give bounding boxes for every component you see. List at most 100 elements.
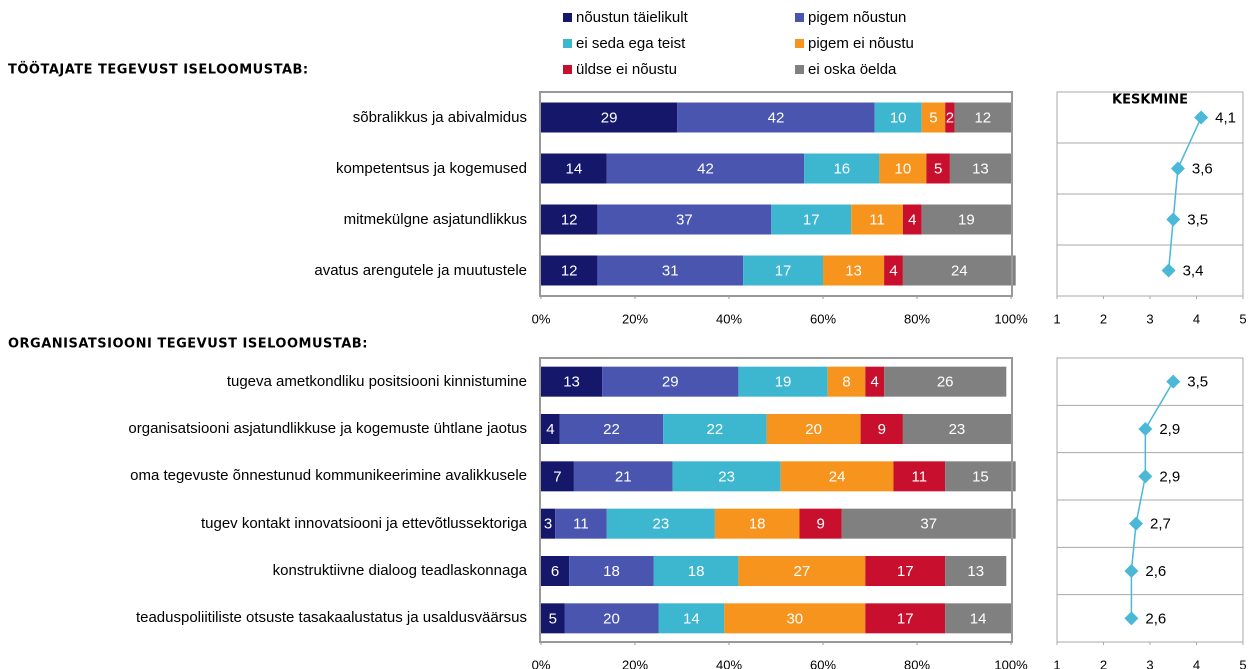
bar-segment bbox=[766, 414, 861, 444]
bar-value-label: 3 bbox=[544, 516, 552, 533]
category-label: teaduspoliitiliste otsuste tasakaalustat… bbox=[135, 609, 527, 627]
mean-label: 2,9 bbox=[1159, 468, 1180, 485]
x-tick-label: 3 bbox=[1146, 311, 1153, 326]
bar-segment bbox=[663, 414, 767, 444]
bar-value-label: 10 bbox=[890, 109, 907, 126]
category-label: organisatsiooni asjatundlikkuse ja kogem… bbox=[128, 420, 527, 437]
mean-marker bbox=[1129, 516, 1144, 531]
bar-value-label: 11 bbox=[573, 516, 589, 533]
mean-marker bbox=[1124, 564, 1139, 578]
category-label: tugeva ametkondliku positsiooni kinnistu… bbox=[226, 372, 527, 390]
x-tick-label: 1 bbox=[1053, 657, 1060, 669]
bar-segment bbox=[949, 153, 1011, 184]
section-title: ORGANISATSIOONI TEGEVUST ISELOOMUSTAB: bbox=[8, 337, 368, 352]
bar-value-label: 12 bbox=[974, 109, 991, 126]
bar-segment bbox=[541, 366, 603, 397]
bar-value-label: 27 bbox=[794, 563, 811, 580]
bar-segment bbox=[677, 102, 875, 133]
bar-value-label: 13 bbox=[972, 160, 989, 177]
mean-marker bbox=[1138, 469, 1153, 484]
bar-segment bbox=[921, 102, 946, 133]
bar-segment bbox=[874, 102, 922, 133]
bar-value-label: 14 bbox=[970, 610, 987, 627]
mean-line bbox=[1130, 381, 1174, 619]
bar-segment bbox=[851, 204, 903, 235]
bar-value-label: 18 bbox=[603, 563, 620, 580]
bar-segment bbox=[569, 556, 654, 586]
category-label: konstruktiivne dialoog teadlaskonnaga bbox=[272, 562, 527, 579]
bar-segment bbox=[541, 255, 598, 286]
mean-marker bbox=[1170, 161, 1185, 176]
x-tick-label: 80% bbox=[904, 311, 930, 326]
bar-segment bbox=[606, 153, 805, 184]
bar-segment bbox=[559, 414, 664, 444]
x-tick-label: 5 bbox=[1239, 657, 1246, 669]
bar-segment bbox=[714, 508, 800, 539]
x-tick-label: 40% bbox=[716, 311, 742, 326]
bar-value-label: 16 bbox=[833, 160, 850, 177]
bar-value-label: 23 bbox=[653, 516, 670, 533]
x-tick-label: 2 bbox=[1100, 311, 1107, 326]
bar-value-label: 22 bbox=[707, 421, 724, 438]
x-tick-label: 60% bbox=[810, 657, 836, 669]
x-tick-label: 20% bbox=[622, 657, 648, 669]
plot-border bbox=[539, 91, 1013, 297]
bar-value-label: 12 bbox=[561, 211, 578, 228]
bar-segment bbox=[884, 366, 1007, 397]
bar-segment bbox=[653, 556, 739, 586]
bar-segment bbox=[902, 255, 1016, 286]
bar-value-label: 22 bbox=[603, 421, 620, 438]
bar-value-label: 37 bbox=[920, 516, 937, 533]
legend-label: ei seda ega teist bbox=[576, 35, 686, 52]
x-tick-label: 4 bbox=[1193, 657, 1200, 669]
bar-segment bbox=[865, 603, 946, 634]
bar-segment bbox=[865, 366, 885, 397]
x-tick-label: 4 bbox=[1193, 311, 1200, 326]
bar-segment bbox=[541, 102, 678, 133]
mean-label: 2,9 bbox=[1159, 421, 1180, 438]
bar-segment bbox=[606, 508, 715, 539]
bar-value-label: 23 bbox=[718, 468, 735, 485]
bar-segment bbox=[926, 153, 950, 184]
bar-value-label: 14 bbox=[683, 610, 700, 627]
legend-swatch bbox=[563, 65, 572, 74]
bar-value-label: 20 bbox=[805, 421, 822, 438]
mean-label: 3,6 bbox=[1192, 160, 1213, 177]
bar-value-label: 24 bbox=[951, 262, 968, 279]
bar-segment bbox=[597, 255, 744, 286]
mean-label: 2,7 bbox=[1150, 516, 1171, 533]
bar-value-label: 13 bbox=[845, 262, 862, 279]
bar-segment bbox=[860, 414, 903, 444]
bar-segment bbox=[841, 508, 1016, 539]
mean-marker bbox=[1166, 212, 1181, 227]
bar-value-label: 8 bbox=[842, 374, 850, 391]
bar-segment bbox=[879, 153, 927, 184]
bar-value-label: 5 bbox=[549, 610, 557, 627]
bar-segment bbox=[658, 603, 725, 634]
mean-label: 3,5 bbox=[1187, 374, 1208, 391]
bar-value-label: 29 bbox=[601, 109, 618, 126]
bar-segment bbox=[945, 603, 1011, 634]
mean-marker bbox=[1161, 263, 1176, 278]
bar-value-label: 4 bbox=[871, 374, 879, 391]
legend-swatch bbox=[795, 65, 804, 74]
bar-value-label: 37 bbox=[676, 211, 693, 228]
bar-value-label: 11 bbox=[869, 211, 885, 228]
bar-value-label: 18 bbox=[688, 563, 705, 580]
category-label: kompetentsus ja kogemused bbox=[336, 159, 527, 177]
bar-value-label: 29 bbox=[662, 374, 679, 391]
mean-marker bbox=[1166, 374, 1181, 389]
bar-segment bbox=[780, 461, 894, 492]
bar-segment bbox=[738, 556, 866, 586]
bar-value-label: 12 bbox=[561, 262, 578, 279]
mean-label: 2,6 bbox=[1145, 563, 1166, 580]
x-tick-label: 1 bbox=[1053, 311, 1060, 326]
mean-label: 3,4 bbox=[1183, 262, 1204, 279]
legend-swatch bbox=[795, 39, 804, 48]
bar-value-label: 9 bbox=[878, 421, 886, 438]
bar-segment bbox=[541, 153, 607, 184]
bar-segment bbox=[541, 556, 570, 586]
bar-value-label: 18 bbox=[749, 516, 766, 533]
